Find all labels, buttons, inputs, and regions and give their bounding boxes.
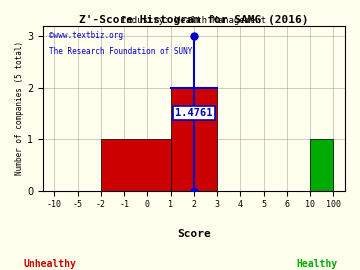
Y-axis label: Number of companies (5 total): Number of companies (5 total) — [15, 41, 24, 175]
Text: Unhealthy: Unhealthy — [24, 259, 77, 269]
Text: 1.4761: 1.4761 — [175, 108, 213, 118]
Text: Industry: Wealth Management: Industry: Wealth Management — [121, 16, 266, 25]
Bar — [171, 88, 217, 191]
Bar — [310, 139, 333, 191]
Text: ©www.textbiz.org: ©www.textbiz.org — [49, 31, 123, 40]
X-axis label: Score: Score — [177, 229, 211, 239]
Bar — [101, 139, 171, 191]
Title: Z'-Score Histogram for SAMG (2016): Z'-Score Histogram for SAMG (2016) — [79, 15, 309, 25]
Text: The Research Foundation of SUNY: The Research Foundation of SUNY — [49, 47, 192, 56]
Text: Healthy: Healthy — [296, 259, 337, 269]
